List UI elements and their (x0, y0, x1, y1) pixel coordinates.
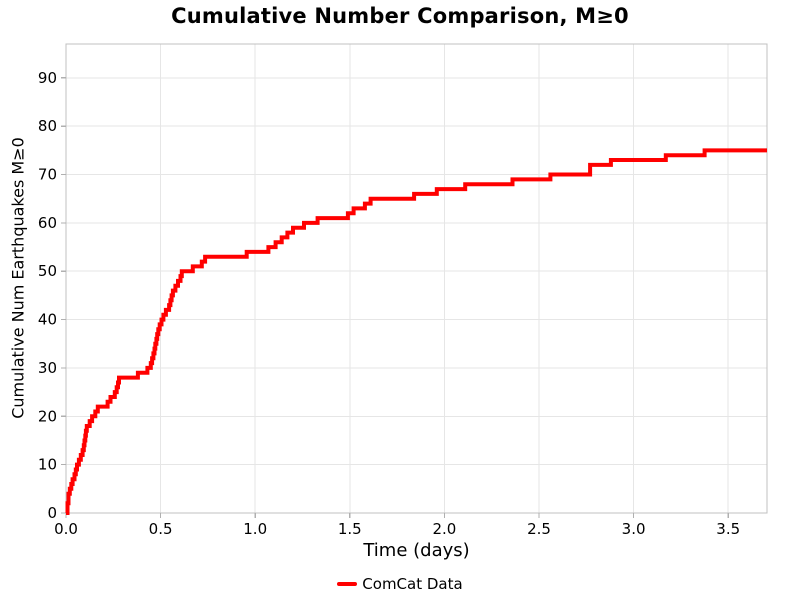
y-tick-label: 30 (38, 359, 57, 377)
plot-border (65, 43, 768, 514)
legend-line-swatch (337, 582, 358, 586)
y-tick-label: 60 (38, 214, 57, 232)
x-tick-label: 3.0 (622, 520, 646, 538)
x-tick-label: 1.0 (243, 520, 267, 538)
series-line-comcat-data (65, 148, 767, 515)
legend-label: ComCat Data (362, 575, 463, 593)
y-tick-label: 20 (38, 407, 57, 425)
chart-title: Cumulative Number Comparison, M≥0 (171, 4, 629, 28)
y-tick-label: 10 (38, 456, 57, 474)
x-tick-label: 2.0 (432, 520, 456, 538)
y-axis-label: Cumulative Num Earthquakes M≥0 (8, 137, 28, 419)
y-tick-label: 90 (38, 69, 57, 87)
y-tick-label: 70 (38, 166, 57, 184)
legend: ComCat Data (0, 575, 800, 593)
y-tick-label: 80 (38, 117, 57, 135)
y-tick-label: 40 (38, 311, 57, 329)
x-tick-label: 2.5 (527, 520, 551, 538)
x-axis-label: Time (days) (363, 540, 470, 561)
x-tick-label: 0.5 (149, 520, 173, 538)
y-tick-label: 50 (38, 262, 57, 280)
x-tick-label: 0.0 (54, 520, 78, 538)
x-tick-label: 1.5 (338, 520, 362, 538)
y-tick-label: 0 (47, 504, 57, 522)
x-tick-label: 3.5 (716, 520, 740, 538)
